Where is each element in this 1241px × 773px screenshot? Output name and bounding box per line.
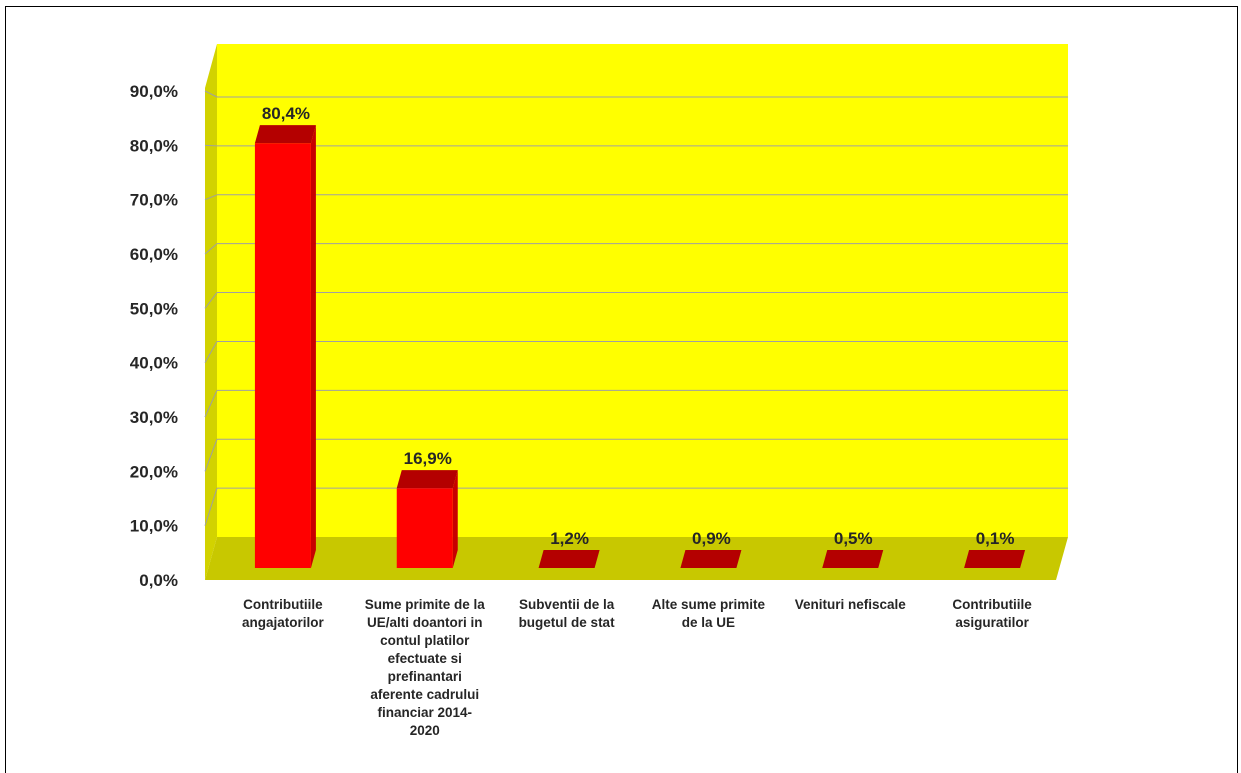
- data-label: 16,9%: [404, 449, 452, 468]
- data-labels: 80,4% 16,9% 1,2% 0,9% 0,5% 0,1%: [262, 104, 1015, 548]
- x-tick-label: Venituri nefiscale: [795, 597, 907, 612]
- side-gridline: [204, 292, 218, 309]
- x-tick-label: Alte sume primite de la UE: [652, 597, 766, 630]
- y-tick-label: 0,0%: [139, 571, 178, 590]
- side-gridline: [204, 243, 218, 255]
- bar-top: [822, 550, 884, 568]
- x-tick-label: Subventii de la bugetul de stat: [519, 597, 616, 630]
- side-gridline: [204, 487, 218, 526]
- side-wall: [205, 44, 217, 580]
- bar-side: [452, 470, 458, 568]
- back-wall: [217, 44, 1068, 537]
- bar-top: [254, 125, 316, 144]
- bars: [254, 125, 1026, 568]
- x-tick-label: Contributiile angajatorilor: [242, 597, 325, 630]
- side-gridline: [204, 341, 218, 363]
- data-label: 0,1%: [976, 529, 1015, 548]
- bar: [254, 125, 316, 568]
- side-gridline: [204, 144, 218, 147]
- floor: [205, 537, 1068, 580]
- side-gridline: [204, 194, 218, 201]
- plot-area: [204, 44, 1068, 580]
- bar: [538, 550, 600, 568]
- y-tick-label: 60,0%: [130, 245, 178, 264]
- side-gridline: [204, 390, 218, 418]
- bar-front: [396, 488, 453, 568]
- chart-frame: [5, 6, 1238, 773]
- x-tick-label: Contributiile asiguratilor: [952, 597, 1032, 630]
- data-label: 1,2%: [550, 529, 589, 548]
- bar: [964, 550, 1026, 568]
- bar: [680, 550, 742, 568]
- x-axis: Contributiile angajatorilor Sume primite d…: [242, 597, 1032, 738]
- side-gridline: [204, 439, 218, 472]
- y-axis: 0,0% 10,0% 20,0% 30,0% 40,0% 50,0% 60,0% 70,0% 8…: [130, 82, 178, 590]
- bar-top: [538, 550, 600, 568]
- data-label: 0,9%: [692, 529, 731, 548]
- bar-top: [396, 470, 458, 489]
- y-tick-label: 80,0%: [130, 136, 178, 155]
- side-gridline: [204, 90, 218, 98]
- bar: [396, 470, 458, 568]
- bar-front: [254, 143, 311, 568]
- x-tick-label: Sume primite de la UE/alti doantori in con…: [365, 597, 486, 738]
- y-tick-label: 40,0%: [130, 354, 178, 373]
- y-tick-label: 70,0%: [130, 191, 178, 210]
- y-tick-label: 30,0%: [130, 408, 178, 427]
- bar: [822, 550, 884, 568]
- y-tick-label: 90,0%: [130, 82, 178, 101]
- data-label: 80,4%: [262, 104, 310, 123]
- data-label: 0,5%: [834, 529, 873, 548]
- y-tick-label: 10,0%: [130, 517, 178, 536]
- y-tick-label: 20,0%: [130, 462, 178, 481]
- bar-top: [680, 550, 742, 568]
- bar-top: [964, 550, 1026, 568]
- bar-side: [310, 125, 316, 568]
- y-tick-label: 50,0%: [130, 299, 178, 318]
